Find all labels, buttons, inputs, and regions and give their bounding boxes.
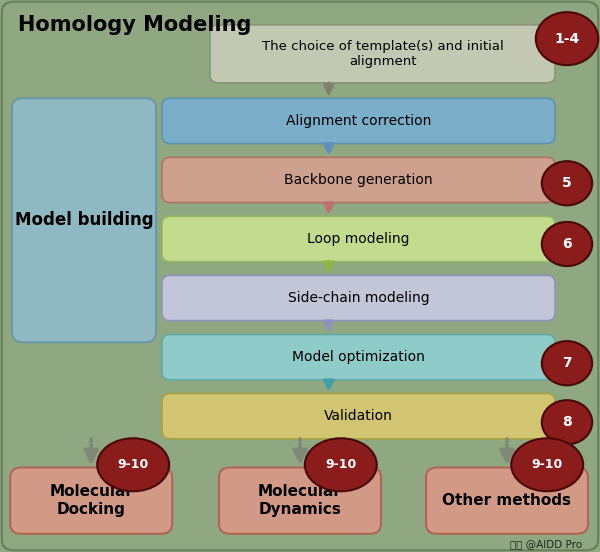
Text: 9-10: 9-10 — [118, 458, 149, 471]
Text: Model building: Model building — [14, 211, 154, 229]
Text: 5: 5 — [562, 176, 572, 190]
Text: 1-4: 1-4 — [554, 31, 580, 46]
Ellipse shape — [536, 12, 598, 65]
Text: Loop modeling: Loop modeling — [307, 232, 410, 246]
FancyBboxPatch shape — [210, 25, 555, 83]
Ellipse shape — [542, 161, 592, 205]
Text: 7: 7 — [562, 356, 572, 370]
FancyBboxPatch shape — [162, 98, 555, 144]
FancyBboxPatch shape — [162, 216, 555, 262]
Text: Model optimization: Model optimization — [292, 350, 425, 364]
Text: Validation: Validation — [324, 409, 393, 423]
FancyBboxPatch shape — [12, 98, 156, 342]
FancyBboxPatch shape — [219, 468, 381, 534]
Ellipse shape — [542, 222, 592, 266]
Ellipse shape — [97, 438, 169, 491]
Ellipse shape — [511, 438, 583, 491]
FancyBboxPatch shape — [162, 335, 555, 380]
Text: 知乎 @AIDD Pro: 知乎 @AIDD Pro — [510, 539, 582, 549]
Text: Alignment correction: Alignment correction — [286, 114, 431, 128]
Ellipse shape — [542, 400, 592, 444]
Text: 9-10: 9-10 — [325, 458, 356, 471]
Text: 6: 6 — [562, 237, 572, 251]
FancyBboxPatch shape — [162, 275, 555, 321]
FancyBboxPatch shape — [426, 468, 588, 534]
Text: 8: 8 — [562, 415, 572, 429]
FancyBboxPatch shape — [10, 468, 172, 534]
Text: Backbone generation: Backbone generation — [284, 173, 433, 187]
Text: Molecular
Docking: Molecular Docking — [49, 485, 133, 517]
Text: Other methods: Other methods — [443, 493, 571, 508]
Text: Molecular
Dynamics: Molecular Dynamics — [258, 485, 342, 517]
Text: 9-10: 9-10 — [532, 458, 563, 471]
Ellipse shape — [542, 341, 592, 385]
Text: Side-chain modeling: Side-chain modeling — [287, 291, 430, 305]
Text: Homology Modeling: Homology Modeling — [18, 15, 251, 35]
FancyBboxPatch shape — [162, 394, 555, 439]
Text: The choice of template(s) and initial
alignment: The choice of template(s) and initial al… — [262, 40, 503, 68]
Ellipse shape — [305, 438, 377, 491]
FancyBboxPatch shape — [162, 157, 555, 203]
